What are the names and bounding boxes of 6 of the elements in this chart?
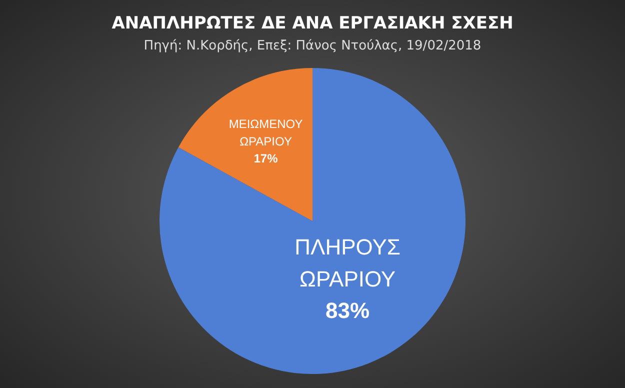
data-label: 83% xyxy=(326,298,370,324)
slice-label: ΜΕΙΩΜΕΝΟΥ ΩΡΑΡΙΟΥ xyxy=(228,116,303,148)
data-label: 17% xyxy=(254,152,278,166)
slice-label: ΠΛΗΡΟΥΣ ΩΡΑΡΙΟΥ xyxy=(294,234,400,292)
chart-title: ΑΝΑΠΛΗΡΩΤΕΣ ΔΕ ΑΝΑ ΕΡΓΑΣΙΑΚΗ ΣΧΕΣΗ xyxy=(112,14,514,34)
chart-subtitle: Πηγή: Ν.Κορδής, Επεξ: Πάνος Ντούλας, 19/02/2018 xyxy=(144,38,482,54)
